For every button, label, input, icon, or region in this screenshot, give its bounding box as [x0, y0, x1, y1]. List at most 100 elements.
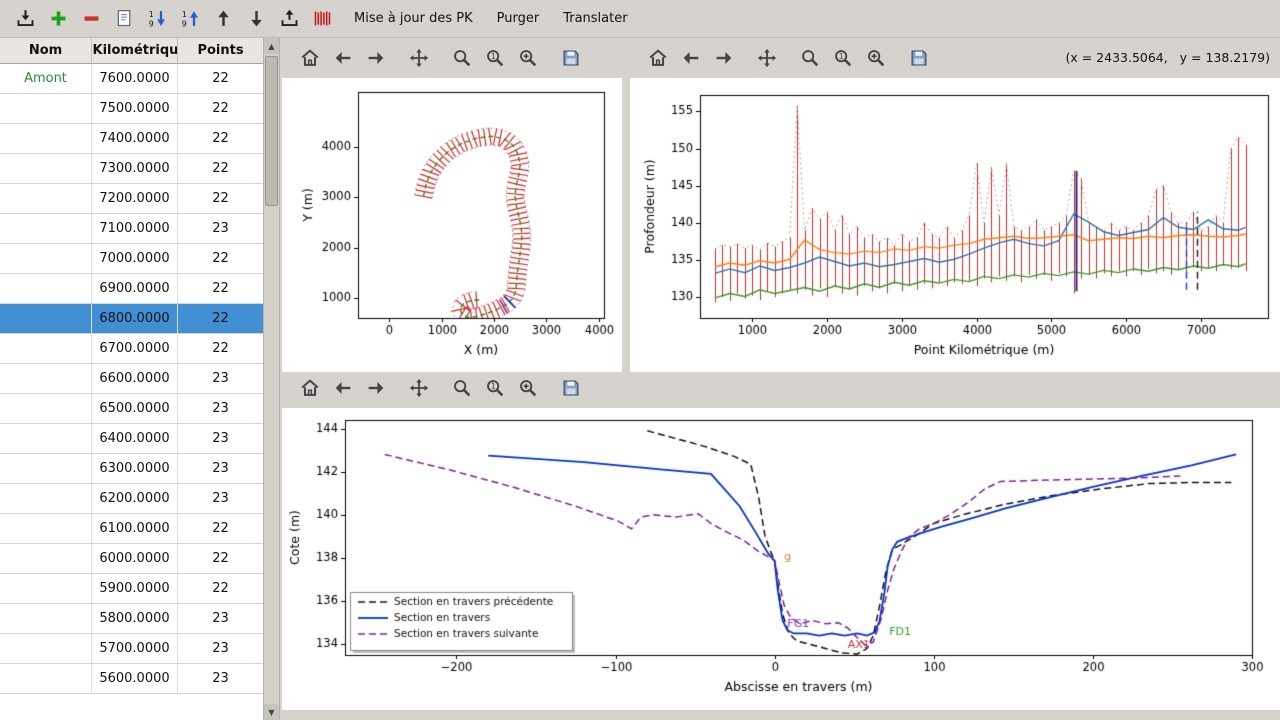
cell-points: 23 — [178, 394, 264, 423]
purger-button[interactable]: Purger — [496, 11, 540, 26]
table-row[interactable]: 5600.0000 23 — [0, 664, 264, 694]
plan-zoom-plus-button[interactable] — [514, 44, 542, 72]
plan-pan-button[interactable] — [405, 44, 433, 72]
add-button[interactable] — [43, 5, 73, 33]
column-header-nom[interactable]: Nom — [0, 38, 92, 63]
column-header-points[interactable]: Points — [178, 38, 264, 63]
pan-icon — [408, 377, 430, 399]
plan-zoom-button[interactable] — [448, 44, 476, 72]
back-icon — [332, 47, 354, 69]
table-row[interactable]: 7300.0000 22 — [0, 154, 264, 184]
table-row[interactable]: 5900.0000 22 — [0, 574, 264, 604]
plan-home-button[interactable] — [296, 44, 324, 72]
cross-pan-button[interactable] — [405, 374, 433, 402]
export-button[interactable] — [274, 5, 304, 33]
svg-text:1: 1 — [491, 52, 496, 61]
table-row[interactable]: Amont 7600.0000 22 — [0, 64, 264, 94]
plan-forward-button[interactable] — [362, 44, 390, 72]
remove-icon — [81, 8, 102, 29]
table-row[interactable]: 5800.0000 23 — [0, 604, 264, 634]
pan-icon — [408, 47, 430, 69]
cell-pk: 7500.0000 — [92, 94, 178, 123]
table-row[interactable]: 6500.0000 23 — [0, 394, 264, 424]
plan-view-chart[interactable] — [282, 78, 622, 368]
table-row[interactable]: 6600.0000 23 — [0, 364, 264, 394]
column-header-pk[interactable]: t Kilométrique — [92, 38, 178, 63]
cell-points: 23 — [178, 664, 264, 693]
move-up-button[interactable] — [208, 5, 238, 33]
plan-save-button[interactable] — [557, 44, 585, 72]
translater-button[interactable]: Translater — [563, 11, 628, 26]
table-row[interactable]: 6900.0000 22 — [0, 274, 264, 304]
cell-points: 22 — [178, 64, 264, 93]
cross-zoom-plus-button[interactable] — [514, 374, 542, 402]
cross-save-button[interactable] — [557, 374, 585, 402]
plan-zoom-one-button[interactable]: 1 — [481, 44, 509, 72]
profile-pan-button[interactable] — [753, 44, 781, 72]
cell-pk: 6500.0000 — [92, 394, 178, 423]
sections-button[interactable] — [307, 5, 337, 33]
table-row[interactable]: 6700.0000 22 — [0, 334, 264, 364]
longitudinal-profile-chart[interactable] — [630, 78, 1280, 368]
table-scrollbar[interactable]: ▲ ▼ — [263, 38, 279, 720]
scroll-down-button[interactable]: ▼ — [264, 704, 279, 720]
cell-nom — [0, 514, 92, 543]
cross-back-button[interactable] — [329, 374, 357, 402]
profile-zoom-plus-button[interactable] — [862, 44, 890, 72]
scroll-thumb[interactable] — [265, 56, 278, 206]
profile-zoom-one-button[interactable]: 1 — [829, 44, 857, 72]
cell-pk: 6300.0000 — [92, 454, 178, 483]
cell-points: 23 — [178, 214, 264, 243]
cross-zoom-button[interactable] — [448, 374, 476, 402]
cross-zoom-one-button[interactable]: 1 — [481, 374, 509, 402]
table-row[interactable]: 7400.0000 22 — [0, 124, 264, 154]
table-row[interactable]: 6100.0000 22 — [0, 514, 264, 544]
table-row[interactable]: 6400.0000 23 — [0, 424, 264, 454]
home-icon — [299, 47, 321, 69]
remove-button[interactable] — [76, 5, 106, 33]
profile-zoom-button[interactable] — [796, 44, 824, 72]
cross-forward-button[interactable] — [362, 374, 390, 402]
svg-text:9: 9 — [148, 19, 153, 28]
plan-toolbar: 1 — [282, 38, 622, 78]
table-row[interactable]: 7000.0000 22 — [0, 244, 264, 274]
cell-points: 22 — [178, 94, 264, 123]
edit-button[interactable] — [109, 5, 139, 33]
profile-save-button[interactable] — [905, 44, 933, 72]
move-down-button[interactable] — [241, 5, 271, 33]
import-button[interactable] — [10, 5, 40, 33]
table-row[interactable]: 6200.0000 23 — [0, 484, 264, 514]
save-icon — [908, 47, 930, 69]
save-icon — [560, 377, 582, 399]
cell-points: 23 — [178, 604, 264, 633]
table-row[interactable]: 6300.0000 23 — [0, 454, 264, 484]
zoom-icon — [799, 47, 821, 69]
cell-nom — [0, 484, 92, 513]
cell-nom: Amont — [0, 64, 92, 93]
cell-points: 23 — [178, 454, 264, 483]
update-pk-button[interactable]: Mise à jour des PK — [354, 11, 473, 26]
plan-figure — [282, 78, 622, 372]
table-row[interactable]: 7500.0000 22 — [0, 94, 264, 124]
cell-pk: 5900.0000 — [92, 574, 178, 603]
zoom-plus-icon — [865, 47, 887, 69]
profile-home-button[interactable] — [644, 44, 672, 72]
profile-forward-button[interactable] — [710, 44, 738, 72]
scroll-up-button[interactable]: ▲ — [264, 38, 279, 54]
table-row[interactable]: 5700.0000 23 — [0, 634, 264, 664]
cell-nom — [0, 154, 92, 183]
profile-back-button[interactable] — [677, 44, 705, 72]
zoom-one-icon: 1 — [832, 47, 854, 69]
table-row[interactable]: 7200.0000 22 — [0, 184, 264, 214]
table-row[interactable]: 7100.0000 23 — [0, 214, 264, 244]
table-row[interactable]: 6000.0000 22 — [0, 544, 264, 574]
plan-back-button[interactable] — [329, 44, 357, 72]
pan-icon — [756, 47, 778, 69]
table-row[interactable]: 6800.0000 22 — [0, 304, 264, 334]
move-down-icon — [246, 8, 267, 29]
cross-section-chart[interactable] — [282, 408, 1280, 706]
cross-home-button[interactable] — [296, 374, 324, 402]
